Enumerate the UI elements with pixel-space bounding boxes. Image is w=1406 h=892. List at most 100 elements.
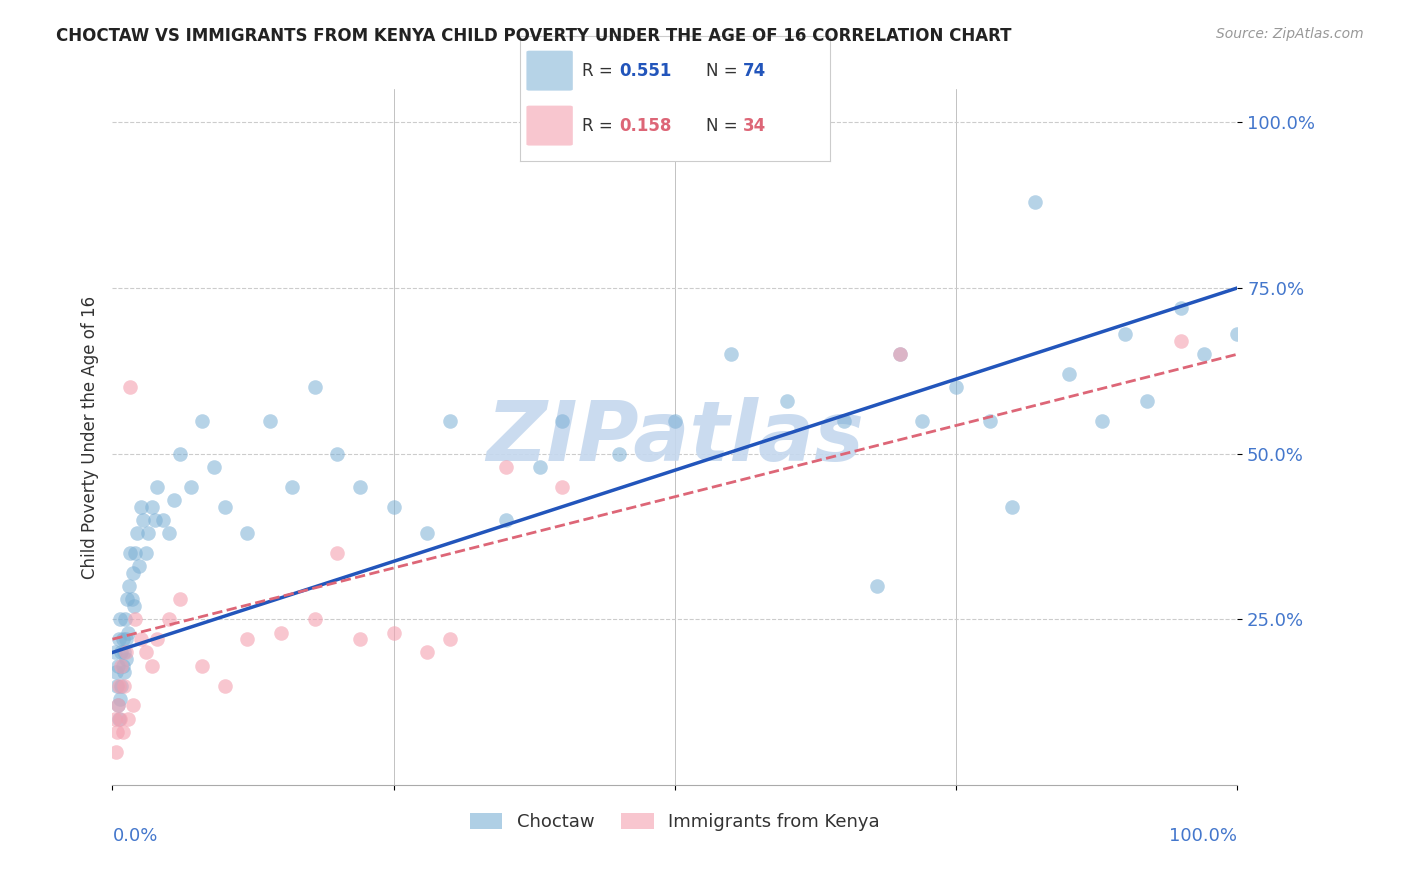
Point	[214, 500, 236, 514]
Point	[127, 526, 149, 541]
Point	[117, 712, 139, 726]
Point	[1170, 334, 1192, 348]
Point	[202, 459, 225, 474]
Point	[236, 526, 259, 541]
Point	[169, 447, 191, 461]
Point	[107, 658, 129, 673]
Point	[551, 480, 574, 494]
Text: 74: 74	[742, 62, 766, 79]
Point	[135, 546, 157, 560]
Point	[129, 500, 152, 514]
Point	[349, 480, 371, 494]
Point	[326, 546, 349, 560]
Point	[607, 447, 630, 461]
Text: ZIPatlas: ZIPatlas	[486, 397, 863, 477]
Point	[152, 513, 174, 527]
Point	[349, 632, 371, 647]
Point	[135, 645, 157, 659]
Point	[105, 679, 128, 693]
Point	[382, 500, 405, 514]
Point	[124, 612, 146, 626]
Point	[169, 592, 191, 607]
FancyBboxPatch shape	[526, 51, 572, 91]
Point	[115, 652, 138, 666]
Point	[270, 625, 292, 640]
Point	[304, 612, 326, 626]
Point	[105, 725, 128, 739]
Point	[111, 725, 134, 739]
Point	[945, 380, 967, 394]
Point	[110, 712, 132, 726]
Point	[911, 413, 934, 427]
Point	[141, 500, 163, 514]
Point	[107, 698, 129, 713]
Point	[132, 513, 155, 527]
Text: 34: 34	[742, 117, 766, 135]
Point	[118, 579, 141, 593]
Point	[120, 546, 142, 560]
Point	[1001, 500, 1024, 514]
Point	[115, 632, 138, 647]
Point	[1136, 393, 1159, 408]
Point	[104, 745, 127, 759]
Point	[121, 592, 143, 607]
Point	[495, 459, 517, 474]
Point	[889, 347, 911, 361]
Point	[128, 559, 150, 574]
Point	[1091, 413, 1114, 427]
Text: 0.0%: 0.0%	[112, 827, 157, 845]
Point	[236, 632, 259, 647]
Point	[104, 712, 127, 726]
Point	[1114, 327, 1136, 342]
Point	[141, 658, 163, 673]
Point	[439, 632, 461, 647]
Point	[979, 413, 1001, 427]
Text: R =: R =	[582, 62, 619, 79]
Point	[416, 645, 439, 659]
Text: 0.551: 0.551	[619, 62, 672, 79]
Point	[115, 592, 138, 607]
Point	[157, 612, 180, 626]
Point	[143, 513, 166, 527]
Point	[1024, 194, 1046, 209]
Point	[1226, 327, 1249, 342]
Point	[121, 698, 143, 713]
Point	[832, 413, 855, 427]
Text: 100.0%: 100.0%	[1170, 827, 1237, 845]
Point	[1170, 301, 1192, 315]
Point	[104, 645, 127, 659]
Legend: Choctaw, Immigrants from Kenya: Choctaw, Immigrants from Kenya	[463, 805, 887, 838]
Point	[112, 665, 135, 680]
Point	[551, 413, 574, 427]
Point	[664, 413, 686, 427]
Point	[146, 480, 169, 494]
Point	[138, 526, 160, 541]
Point	[110, 658, 132, 673]
Point	[529, 459, 551, 474]
Point	[720, 347, 742, 361]
Point	[115, 645, 138, 659]
Point	[121, 566, 143, 580]
Point	[191, 413, 214, 427]
Point	[163, 493, 186, 508]
Text: N =: N =	[706, 62, 742, 79]
Point	[214, 679, 236, 693]
Point	[129, 632, 152, 647]
Point	[495, 513, 517, 527]
Point	[304, 380, 326, 394]
Point	[889, 347, 911, 361]
Text: 0.158: 0.158	[619, 117, 672, 135]
Point	[281, 480, 304, 494]
Point	[259, 413, 281, 427]
Point	[110, 645, 132, 659]
Point	[110, 612, 132, 626]
Point	[776, 393, 799, 408]
Point	[122, 599, 145, 613]
Point	[112, 679, 135, 693]
Point	[111, 632, 134, 647]
Point	[112, 645, 135, 659]
Point	[110, 679, 132, 693]
Point	[114, 612, 136, 626]
Point	[110, 691, 132, 706]
Point	[416, 526, 439, 541]
